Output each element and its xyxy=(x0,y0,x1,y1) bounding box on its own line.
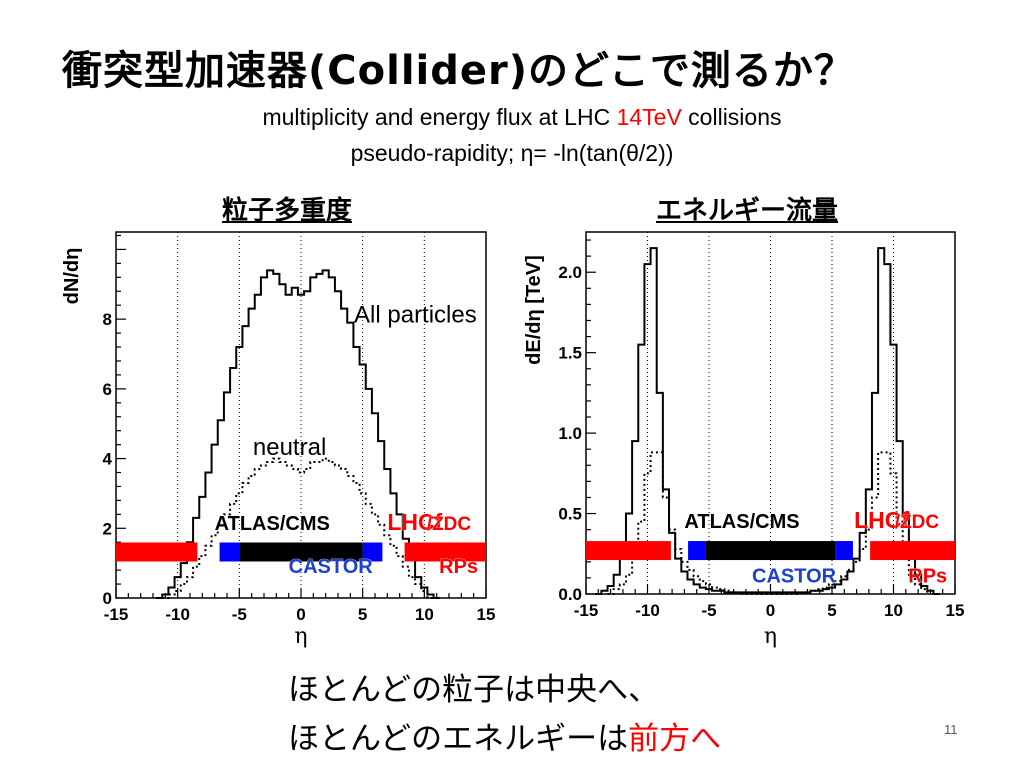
x-axis-label: η xyxy=(294,624,307,649)
castor-label: CASTOR xyxy=(289,556,374,578)
all-particles-annotation: All particles xyxy=(354,302,477,329)
y-tick-label: 1.0 xyxy=(558,424,582,443)
rps-label: RPs xyxy=(439,556,478,578)
slide-title: 衝突型加速器(Collider)のどこで測るか？ xyxy=(62,48,855,94)
conclusion-line-2: ほとんどのエネルギーは前方へ xyxy=(288,713,721,758)
y-tick-label: 0.5 xyxy=(558,505,582,524)
x-tick-label: 0 xyxy=(296,605,305,624)
energy-flux-chart: -15 -10 -5 0 5 10 15 0.0 0.5 1.0 1.5 2.0 dE/dη [TeV]… xyxy=(523,231,965,649)
zdc-rp-bar-left xyxy=(116,542,198,562)
conclusion-highlight: 前方へ xyxy=(628,721,722,757)
zdc-rp-bar-right xyxy=(870,541,955,561)
x-tick-label: 10 xyxy=(415,605,434,624)
zdc-label: /ZDC xyxy=(427,514,472,535)
x-tick-label: -15 xyxy=(574,601,599,620)
subtitle-line-2: pseudo-rapidity; η= -ln(tan(θ/2)) xyxy=(350,140,674,166)
subtitle-text-b: collisions xyxy=(681,104,782,130)
neutral-series-line xyxy=(607,451,929,595)
x-tick-label: 0 xyxy=(766,601,775,620)
y-tick-label: 2.0 xyxy=(558,263,582,282)
all-particles-series-line xyxy=(156,269,440,599)
multiplicity-chart: -15 -10 -5 0 5 10 15 0 2 4 6 8 dN/dη η ATLAS/CMS LHCf/Z… xyxy=(61,231,496,649)
x-tick-label: 5 xyxy=(827,601,836,620)
y-tick-label: 8 xyxy=(103,310,112,329)
page-number: 11 xyxy=(944,722,958,737)
left-chart-heading: 粒子多重度 xyxy=(222,196,353,226)
rps-label: RPs xyxy=(908,566,947,588)
y-tick-label: 6 xyxy=(103,380,112,399)
y-tick-label: 2 xyxy=(103,519,112,538)
x-tick-label: 15 xyxy=(946,601,965,620)
neutral-annotation: neutral xyxy=(253,434,326,461)
x-tick-label: -10 xyxy=(165,605,190,624)
subtitle-text-a: multiplicity and energy flux at LHC xyxy=(262,104,617,130)
subtitle-energy-highlight: 14TeV xyxy=(616,104,682,130)
y-tick-label: 1.5 xyxy=(558,344,582,363)
x-tick-label: -15 xyxy=(104,605,129,624)
y-axis-label: dN/dη xyxy=(61,248,83,305)
castor-bar-left xyxy=(219,542,240,562)
castor-bar-left xyxy=(688,541,706,561)
y-tick-label: 0.0 xyxy=(558,585,582,604)
subtitle-line-1: multiplicity and energy flux at LHC 14Te… xyxy=(0,104,1024,131)
x-tick-label: 15 xyxy=(477,605,496,624)
atlas-cms-label: ATLAS/CMS xyxy=(684,511,799,533)
atlas-cms-label: ATLAS/CMS xyxy=(215,513,330,535)
lhcf-label: LHCf xyxy=(387,509,442,535)
zdc-rp-bar-left xyxy=(586,541,671,561)
zdc-rp-bar-right xyxy=(404,542,486,562)
lhcf-label: LHCf xyxy=(854,507,909,533)
atlas-cms-bar xyxy=(239,542,363,562)
conclusion-text: ほとんどのエネルギーは xyxy=(288,721,629,757)
atlas-cms-bar xyxy=(705,541,836,561)
castor-bar-right xyxy=(835,541,853,561)
conclusion-line-1: ほとんどの粒子は中央へ、 xyxy=(288,672,660,708)
y-tick-label: 0 xyxy=(103,589,112,608)
x-tick-label: 10 xyxy=(884,601,903,620)
right-chart-heading: エネルギー流量 xyxy=(656,196,839,226)
neutral-series-line xyxy=(162,457,434,599)
x-tick-label: -5 xyxy=(701,601,716,620)
x-axis-label: η xyxy=(764,624,777,649)
y-tick-label: 4 xyxy=(103,450,113,469)
castor-label: CASTOR xyxy=(752,566,837,588)
x-tick-label: -5 xyxy=(232,605,247,624)
all-particles-series-line xyxy=(595,247,940,595)
x-tick-label: 5 xyxy=(358,605,367,624)
castor-bar-right xyxy=(362,542,383,562)
x-tick-label: -10 xyxy=(635,601,660,620)
y-axis-label: dE/dη [TeV] xyxy=(523,255,545,365)
zdc-label: /ZDC xyxy=(895,512,940,533)
